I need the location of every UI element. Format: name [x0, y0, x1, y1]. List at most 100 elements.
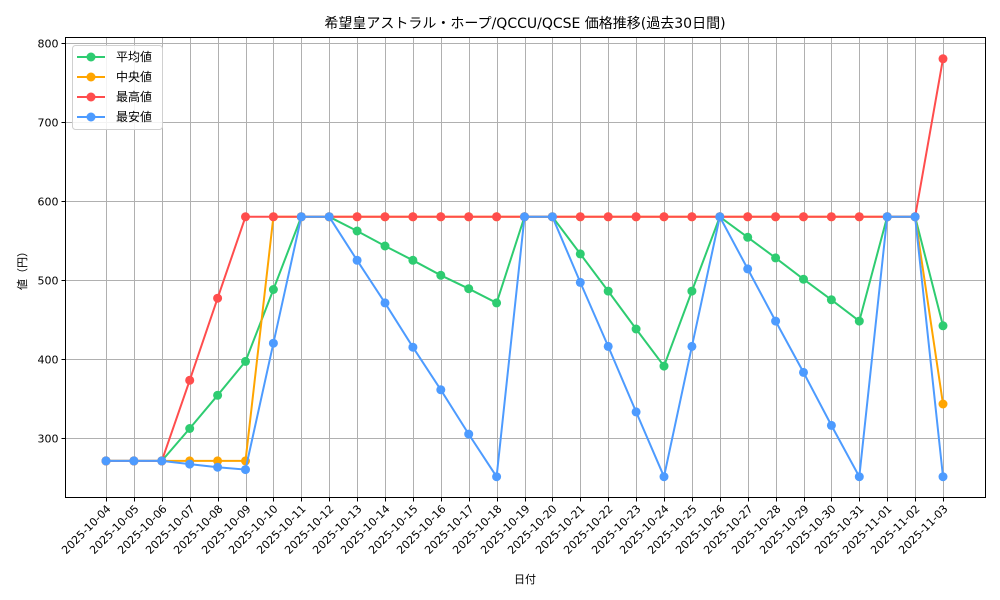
- legend-item: 平均値: [77, 49, 152, 64]
- data-point: [882, 212, 892, 222]
- x-axis-ticks: 2025-10-042025-10-052025-10-062025-10-07…: [59, 497, 951, 557]
- legend-item: 最安値: [77, 109, 152, 124]
- data-point: [938, 472, 948, 482]
- data-point: [436, 270, 446, 280]
- data-point: [799, 367, 808, 377]
- data-point: [185, 375, 195, 385]
- data-point: [157, 456, 167, 466]
- data-point: [380, 298, 390, 308]
- data-point: [101, 456, 111, 466]
- data-point: [687, 212, 697, 222]
- data-point: [464, 212, 474, 222]
- data-point: [324, 212, 334, 222]
- data-point: [743, 212, 753, 222]
- data-point: [213, 456, 223, 466]
- y-tick-label: 800: [38, 38, 59, 51]
- legend-item: 最高値: [77, 89, 152, 104]
- y-tick-label: 600: [38, 196, 59, 209]
- data-point: [631, 407, 641, 417]
- data-point: [603, 341, 613, 351]
- series-3: [101, 212, 948, 482]
- data-point: [436, 385, 446, 395]
- data-point: [408, 212, 418, 222]
- data-point: [799, 212, 808, 222]
- data-point: [687, 286, 697, 296]
- data-point: [854, 472, 864, 482]
- data-point: [129, 456, 139, 466]
- data-point: [631, 324, 641, 334]
- data-point: [910, 212, 920, 222]
- data-point: [659, 472, 669, 482]
- data-point: [268, 212, 278, 222]
- data-point: [854, 316, 864, 326]
- series-1: [101, 212, 948, 466]
- data-point: [464, 429, 474, 439]
- legend-label: 中央値: [116, 69, 152, 84]
- legend-label: 最高値: [116, 89, 152, 104]
- data-point: [938, 321, 948, 331]
- y-tick-label: 500: [38, 275, 59, 288]
- data-point: [380, 212, 390, 222]
- y-tick-label: 300: [38, 433, 59, 446]
- data-point: [352, 212, 362, 222]
- data-point: [492, 212, 502, 222]
- data-point: [492, 472, 502, 482]
- data-point: [352, 226, 362, 236]
- data-point: [547, 212, 557, 222]
- data-point: [826, 212, 836, 222]
- data-point: [687, 341, 697, 351]
- data-point: [715, 212, 725, 222]
- grid-lines: [65, 37, 986, 498]
- data-point: [464, 284, 474, 294]
- data-point: [241, 212, 250, 222]
- data-point: [659, 212, 669, 222]
- data-point: [575, 249, 585, 259]
- data-point: [575, 277, 585, 287]
- data-point: [268, 285, 278, 294]
- data-point: [938, 399, 948, 409]
- data-point: [826, 420, 836, 430]
- data-point: [213, 390, 223, 400]
- data-point: [408, 255, 418, 265]
- data-point: [436, 212, 446, 222]
- data-point: [771, 212, 781, 222]
- data-point: [826, 295, 836, 305]
- data-point: [185, 459, 195, 469]
- data-point: [268, 338, 278, 348]
- data-point: [938, 54, 948, 64]
- y-axis-ticks: 300 400 500 600 700 800: [38, 38, 66, 446]
- data-point: [492, 298, 502, 308]
- data-point: [520, 212, 529, 222]
- y-axis-label: 値（円）: [16, 246, 29, 290]
- data-point: [771, 316, 781, 326]
- data-series: [101, 54, 948, 482]
- legend-label: 平均値: [116, 49, 152, 64]
- data-point: [799, 274, 808, 284]
- y-tick-label: 400: [38, 354, 59, 367]
- data-point: [352, 255, 362, 265]
- data-point: [241, 465, 250, 475]
- data-point: [631, 212, 641, 222]
- data-point: [408, 342, 418, 352]
- legend-label: 最安値: [116, 109, 152, 124]
- data-point: [213, 462, 223, 472]
- chart-title: 希望皇アストラル・ホープ/QCCU/QCSE 価格推移(過去30日間): [324, 16, 725, 32]
- data-point: [575, 212, 585, 222]
- series-0: [101, 212, 948, 466]
- data-point: [241, 356, 250, 366]
- data-point: [380, 241, 390, 251]
- x-axis-label: 日付: [514, 573, 536, 586]
- data-point: [743, 232, 753, 242]
- data-point: [771, 253, 781, 263]
- data-point: [185, 424, 195, 433]
- legend-item: 中央値: [77, 69, 152, 84]
- data-point: [213, 293, 223, 303]
- y-tick-label: 700: [38, 117, 59, 130]
- data-point: [854, 212, 864, 222]
- data-point: [603, 286, 613, 296]
- data-point: [659, 361, 669, 371]
- data-point: [743, 264, 753, 274]
- data-point: [296, 212, 306, 222]
